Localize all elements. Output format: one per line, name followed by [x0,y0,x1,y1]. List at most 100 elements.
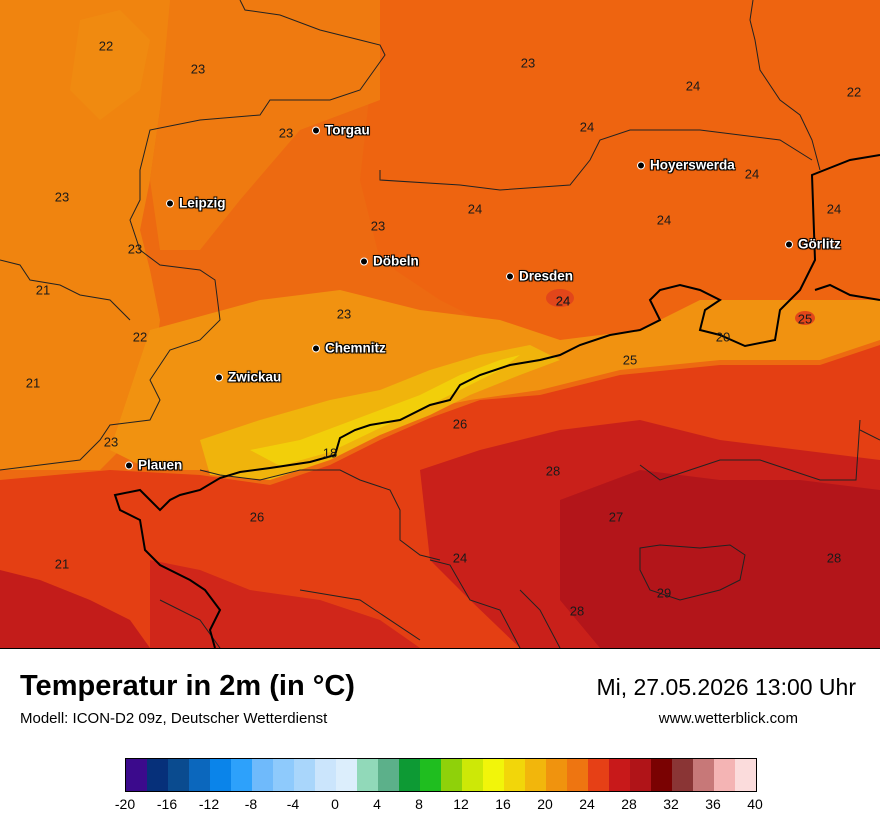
temp-label: 23 [370,218,386,234]
legend-swatch [714,759,735,791]
legend-swatch [630,759,651,791]
city-dresden[interactable]: Dresden [506,269,573,284]
zone-28-southwest [0,570,150,648]
city-leipzig[interactable]: Leipzig [166,196,226,211]
temp-label: 24 [656,212,672,228]
legend-ticks: -20 -16 -12 -8 -4 0 4 8 12 16 20 24 28 32 36 40 [0,796,880,816]
legend-swatch [378,759,399,791]
legend-swatch [693,759,714,791]
city-name: Torgau [325,122,370,138]
temp-label: 25 [797,311,813,327]
temp-label: 22 [846,84,862,100]
city-marker [360,257,368,265]
legend-swatch [651,759,672,791]
temp-label: 23 [103,434,119,450]
temp-label: 24 [555,293,571,309]
temp-label: 24 [467,201,483,217]
legend-swatch [525,759,546,791]
zone-18-peak [250,355,520,466]
city-hoyerswerda[interactable]: Hoyerswerda [637,158,735,173]
temp-label: 26 [452,416,468,432]
city-name: Dresden [519,268,574,284]
city-name: Görlitz [798,236,841,252]
temp-label: 20 [715,329,731,345]
zone-22-nw [70,10,150,120]
city-torgau[interactable]: Torgau [312,123,370,138]
legend-swatch [504,759,525,791]
city-marker [637,161,645,169]
national-border-ne [814,283,880,301]
temp-label: 28 [569,603,585,619]
legend-swatch [420,759,441,791]
city-plauen[interactable]: Plauen [125,458,182,473]
legend-swatch [336,759,357,791]
national-border [113,154,880,648]
temp-label: 25 [622,352,638,368]
hotspot-goerlitz [795,311,815,325]
temp-label: 24 [685,78,701,94]
legend-swatch [399,759,420,791]
temp-label: 22 [132,329,148,345]
temp-label: 24 [826,201,842,217]
zone-28-southeast [560,470,880,648]
legend-tick-label: 36 [705,796,721,812]
city-marker [125,461,133,469]
hotspot-dresden [546,289,574,307]
temp-label: 24 [452,550,468,566]
legend-swatch [567,759,588,791]
temp-label: 21 [35,282,51,298]
city-chemnitz[interactable]: Chemnitz [312,341,386,356]
temp-label: 29 [656,585,672,601]
legend-tick-label: 0 [331,796,339,812]
website-link[interactable]: www.wetterblick.com [658,710,798,727]
legend-tick-label: -4 [286,796,300,812]
legend-swatch [315,759,336,791]
temp-label: 24 [555,293,571,309]
legend-swatch [672,759,693,791]
temp-label: 26 [249,509,265,525]
city-zwickau[interactable]: Zwickau [215,370,281,385]
city-name: Chemnitz [325,340,386,356]
legend-swatch [147,759,168,791]
city-marker [312,126,320,134]
legend-swatch [189,759,210,791]
zone-23-north [150,0,380,250]
zone-24-north [360,0,880,345]
legend-tick-label: 16 [495,796,511,812]
temp-label: 27 [608,509,624,525]
legend-swatch [483,759,504,791]
temp-label: 24 [579,119,595,135]
city-doebeln[interactable]: Döbeln [360,254,419,269]
legend-swatch [462,759,483,791]
temp-label: 21 [54,556,70,572]
legend-tick-label: 28 [621,796,637,812]
legend-swatch [126,759,147,791]
legend-tick-label: -16 [156,796,178,812]
temp-label: 23 [127,241,143,257]
legend-swatch [609,759,630,791]
legend-swatch [294,759,315,791]
map-canvas [0,0,880,648]
legend-tick-label: 32 [663,796,679,812]
legend-tick-label: 4 [373,796,381,812]
legend-tick-label: 40 [747,796,763,812]
color-legend [125,758,757,792]
city-marker [215,373,223,381]
zone-22-west [0,0,175,470]
legend-swatch [441,759,462,791]
city-goerlitz[interactable]: Görlitz [785,237,841,252]
legend-swatch [231,759,252,791]
temp-label: 28 [545,463,561,479]
city-marker [785,240,793,248]
legend-swatch [546,759,567,791]
temp-label: 23 [278,125,294,141]
legend-tick-label: 20 [537,796,553,812]
legend-tick-label: -8 [244,796,258,812]
temp-label: 21 [25,375,41,391]
temperature-map: 22 23 23 24 22 23 24 23 24 24 23 24 24 2… [0,0,880,649]
city-name: Zwickau [228,369,282,385]
legend-swatch [357,759,378,791]
city-marker [506,272,514,280]
city-name: Plauen [138,457,183,473]
legend-swatch [210,759,231,791]
